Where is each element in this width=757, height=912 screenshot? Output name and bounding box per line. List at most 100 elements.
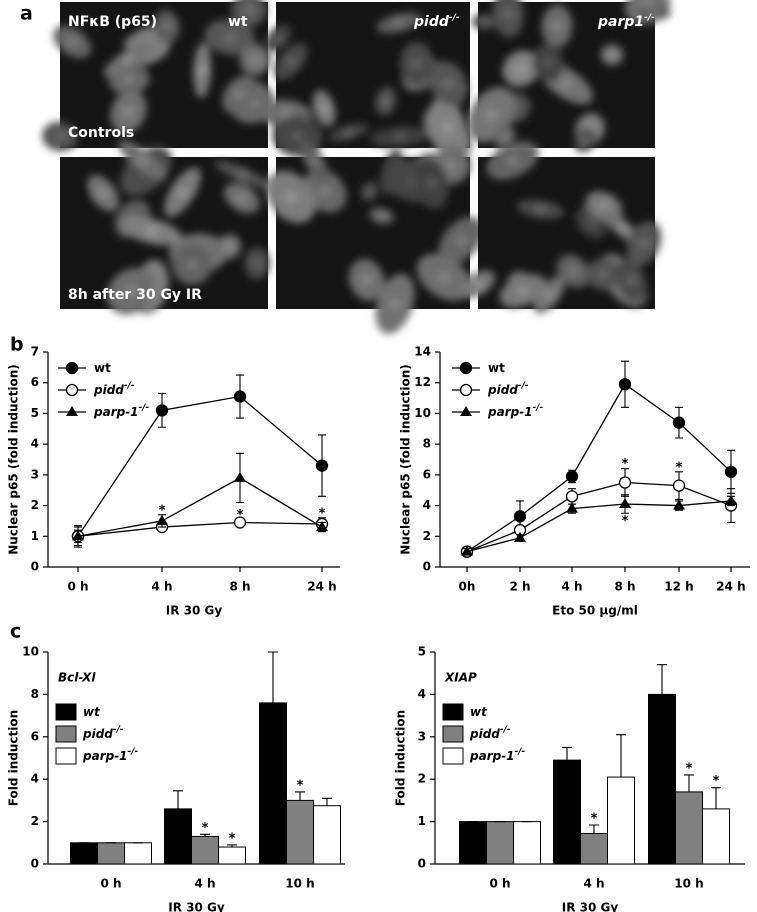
x-tick-label: 8 h <box>614 580 635 594</box>
y-axis-label: Nuclear p65 (fold induction) <box>399 364 413 554</box>
y-tick-label: 5 <box>418 645 426 659</box>
y-tick-label: 3 <box>418 729 426 743</box>
nucleus <box>506 155 519 166</box>
series-line <box>466 383 732 553</box>
y-tick-label: 0 <box>423 560 431 574</box>
error-bar <box>616 734 626 778</box>
bar <box>191 835 219 865</box>
cells <box>266 141 484 334</box>
nucleus <box>441 122 454 133</box>
marker <box>672 416 686 429</box>
nucleus <box>455 235 468 246</box>
nucleus <box>125 286 138 297</box>
y-axis-label: Fold induction <box>7 710 21 806</box>
bar <box>702 808 730 865</box>
marker <box>724 465 738 478</box>
y-tick-label: 14 <box>414 345 431 359</box>
legend-label: parp-1-/- <box>82 747 139 763</box>
error-bar <box>711 787 721 809</box>
error-bar <box>657 664 667 695</box>
marker <box>514 531 526 542</box>
bar <box>313 805 341 865</box>
nucleus <box>196 65 209 76</box>
nucleus <box>123 74 136 85</box>
panel-label: a <box>20 3 33 25</box>
marker <box>619 498 631 509</box>
legend-label: wt <box>488 361 505 375</box>
y-axis-label: Nuclear p65 (fold induction) <box>7 364 21 554</box>
bar <box>70 842 98 865</box>
nucleus <box>272 33 285 44</box>
nucleus <box>393 131 406 142</box>
nucleus <box>375 210 388 221</box>
legend-marker <box>65 361 79 375</box>
y-tick-label: 7 <box>31 345 39 359</box>
y-tick-label: 0 <box>31 560 39 574</box>
nucleus <box>222 241 235 252</box>
y-tick-label: 0 <box>418 857 426 871</box>
nucleus <box>233 89 246 100</box>
x-axis-label: IR 30 Gy <box>166 604 223 618</box>
nucleus <box>542 57 555 68</box>
nucleus <box>308 156 321 167</box>
legend-label: pidd-/- <box>487 381 529 397</box>
panel-label: b <box>10 334 24 356</box>
marker <box>234 471 246 482</box>
series-line <box>466 481 732 553</box>
legend-label-base: parp-1 <box>469 749 515 763</box>
bar <box>513 821 541 865</box>
panel-label: c <box>10 621 21 643</box>
y-tick-label: 6 <box>423 467 431 481</box>
nucleus <box>318 185 331 196</box>
series-line <box>77 395 323 537</box>
error-bar <box>173 790 183 809</box>
marker <box>72 530 84 541</box>
column-label-base: pidd <box>413 14 450 30</box>
x-tick-label: 0 h <box>100 877 121 891</box>
bar <box>259 702 287 865</box>
bar <box>675 791 703 865</box>
bar <box>580 832 608 865</box>
y-tick-label: 5 <box>31 406 39 420</box>
series-line <box>466 500 732 553</box>
legend-swatch <box>442 725 464 743</box>
legend-label: pidd-/- <box>82 725 124 741</box>
nucleus <box>638 238 651 249</box>
nucleus <box>186 260 199 271</box>
bar <box>286 799 314 865</box>
column-label: pidd-/- <box>413 13 460 31</box>
significance: * <box>319 506 326 521</box>
cells <box>467 0 671 153</box>
nucleus <box>223 32 236 43</box>
y-tick-label: 1 <box>31 529 39 543</box>
marker <box>618 476 632 489</box>
legend-label-base: parp-1 <box>82 749 128 763</box>
y-tick-label: 6 <box>31 375 39 389</box>
nucleus <box>579 135 592 146</box>
x-tick-label: 4 h <box>194 877 215 891</box>
nucleus <box>515 63 528 74</box>
nucleus <box>388 298 401 309</box>
bar <box>218 846 246 865</box>
nucleus <box>647 7 660 18</box>
nucleus <box>625 275 638 286</box>
legend-label: pidd-/- <box>93 381 135 397</box>
marker <box>565 470 579 483</box>
x-tick-label: 0 h <box>489 877 510 891</box>
nucleus <box>291 131 304 142</box>
x-tick-label: 10 h <box>285 877 314 891</box>
error-bar <box>322 797 332 806</box>
nucleus <box>97 188 110 199</box>
legend-label: parp-1-/- <box>93 403 150 419</box>
nucleus <box>392 18 405 29</box>
legend-label-sup: -/- <box>518 381 529 391</box>
nucleus <box>161 21 174 32</box>
nucleus <box>251 258 264 269</box>
nucleus <box>285 56 298 67</box>
x-tick-label: 4 h <box>151 580 172 594</box>
nucleus <box>235 193 248 204</box>
legend-label-base: pidd <box>469 727 500 741</box>
column-label-sup: -/- <box>644 13 655 23</box>
y-axis-label: Fold induction <box>394 710 408 806</box>
